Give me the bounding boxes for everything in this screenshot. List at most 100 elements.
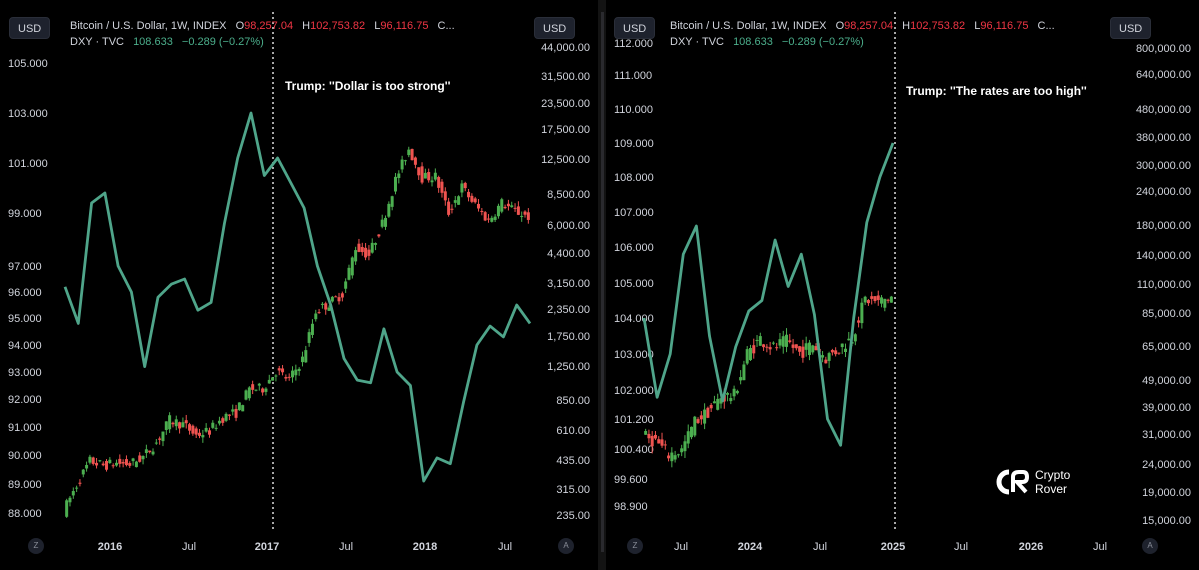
btc-candle: [377, 234, 381, 237]
btc-candle: [181, 422, 185, 428]
dxy-value: 108.633: [733, 36, 773, 48]
btc-candle: [433, 172, 437, 180]
btc-candle: [357, 243, 361, 252]
zoom-corner-left[interactable]: Z: [28, 538, 44, 554]
usd-currency-button-left-right[interactable]: USD: [534, 17, 576, 39]
btc-legend-right: Bitcoin / U.S. Dollar, 1W, INDEX O98,257…: [670, 20, 1055, 32]
btc-candle: [251, 384, 255, 390]
btc-candle: [670, 452, 674, 462]
left-axis-tick: 101.000: [8, 158, 48, 170]
x-axis-tick: Jul: [339, 541, 353, 553]
btc-candle: [866, 300, 870, 304]
btc-candle: [506, 203, 510, 207]
dxy-value: 108.633: [133, 36, 173, 48]
btc-candle: [873, 296, 877, 302]
left-axis-tick: 93.000: [8, 367, 42, 379]
btc-candle: [650, 435, 654, 447]
btc-candle: [214, 427, 218, 429]
btc-candle: [231, 409, 235, 412]
btc-candle: [164, 421, 168, 430]
right-chart-panel[interactable]: 112.000 111.000 110.000 109.000 108.000 107.0…: [606, 0, 1199, 570]
right-axis-tick: 6,000.00: [547, 220, 590, 232]
right-axis-tick: 610.00: [556, 425, 590, 437]
btc-candle: [520, 215, 524, 217]
right-axis-tick: 480,000.00: [1136, 104, 1191, 116]
chart-divider[interactable]: [598, 0, 606, 570]
annotation-text: Trump: ''The rates are too high'': [906, 84, 1087, 98]
btc-candle: [676, 454, 680, 456]
btc-candle: [745, 349, 749, 364]
btc-candle: [141, 456, 145, 460]
btc-candle: [729, 398, 733, 402]
left-axis-tick: 103.000: [614, 349, 654, 361]
btc-candle: [314, 313, 318, 320]
btc-candle: [184, 420, 188, 424]
btc-candle: [118, 458, 122, 464]
chart-svg-1: 112.000 111.000 110.000 109.000 108.000 107.0…: [614, 12, 1191, 553]
btc-candle: [237, 402, 241, 411]
auto-scale-corner-right[interactable]: A: [1142, 538, 1158, 554]
left-axis-tick: 99.000: [8, 208, 42, 220]
btc-candle: [748, 347, 752, 361]
btc-candle: [151, 451, 155, 455]
left-axis-tick: 95.000: [8, 313, 42, 325]
usd-currency-button-right[interactable]: USD: [614, 17, 656, 39]
right-axis-tick: 800,000.00: [1136, 43, 1191, 55]
btc-candle: [726, 393, 730, 395]
btc-candle: [447, 201, 451, 215]
auto-scale-corner-left[interactable]: A: [558, 538, 574, 554]
left-axis-tick: 98.900: [614, 501, 648, 513]
btc-candle: [241, 405, 245, 412]
btc-candle: [443, 191, 447, 201]
left-axis-tick: 107.000: [614, 207, 654, 219]
btc-candle: [690, 426, 694, 438]
btc-candle: [158, 438, 162, 440]
right-axis-tick: 380,000.00: [1136, 132, 1191, 144]
o-value: 98,257.04: [244, 20, 294, 32]
usd-currency-button-right-right[interactable]: USD: [1110, 17, 1152, 39]
zoom-corner-right[interactable]: Z: [627, 538, 643, 554]
btc-candle: [387, 203, 391, 217]
chart-svg-0: 105.000 103.000 101.000 99.000 97.000 96.000 9…: [8, 12, 590, 553]
right-axis-tick: 31,500.00: [541, 71, 590, 83]
btc-candle: [264, 388, 268, 392]
left-axis-tick: 92.000: [8, 394, 42, 406]
btc-candle: [224, 413, 228, 421]
right-axis-tick: 300,000.00: [1136, 160, 1191, 172]
x-axis-tick: Jul: [674, 541, 688, 553]
btc-candle: [860, 302, 864, 324]
right-axis-tick: 31,000.00: [1142, 429, 1191, 441]
btc-candle: [178, 422, 182, 429]
usd-currency-button-left[interactable]: USD: [9, 17, 51, 39]
left-axis-tick: 100.400: [614, 444, 654, 456]
btc-candle: [496, 205, 500, 217]
btc-candle: [380, 219, 384, 227]
btc-candle: [271, 377, 275, 381]
btc-candle: [657, 439, 661, 444]
btc-candle: [148, 450, 152, 453]
btc-candle: [500, 199, 504, 212]
btc-candle: [384, 217, 388, 227]
btc-candle: [340, 293, 344, 298]
dxy-series-line: [642, 142, 895, 447]
btc-candle: [291, 370, 295, 378]
left-axis-tick: 97.000: [8, 261, 42, 273]
left-chart-panel[interactable]: 105.000 103.000 101.000 99.000 97.000 96.000 9…: [0, 0, 598, 570]
btc-candle: [824, 359, 828, 364]
btc-candle: [493, 216, 497, 220]
left-axis-tick: 102.000: [614, 385, 654, 397]
btc-candle: [254, 389, 258, 391]
btc-candle: [194, 428, 198, 435]
x-axis-tick: 2024: [738, 541, 763, 553]
btc-candle: [758, 336, 762, 346]
btc-candle: [367, 249, 371, 256]
dxy-change: −0.289 (−0.27%): [181, 36, 264, 48]
btc-candle: [840, 343, 844, 348]
btc-candle: [171, 422, 175, 425]
left-axis-tick: 99.600: [614, 474, 648, 486]
btc-candle: [834, 350, 838, 355]
btc-candle: [334, 296, 338, 298]
btc-candle: [453, 200, 457, 203]
btc-candle: [138, 455, 142, 462]
btc-candle: [460, 183, 464, 193]
